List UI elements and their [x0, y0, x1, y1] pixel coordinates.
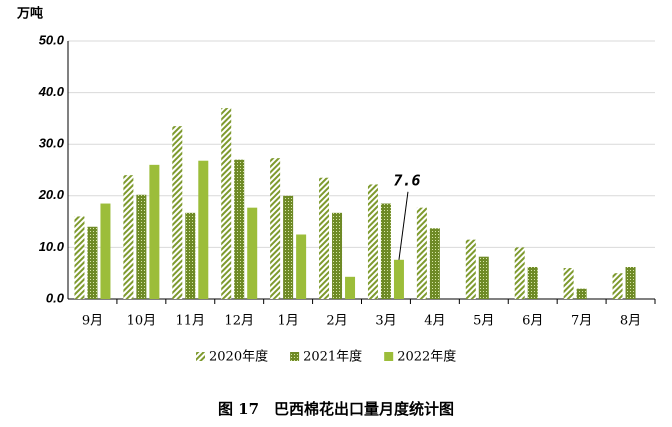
bar [465, 239, 476, 299]
x-tick-label: 11月 [176, 314, 206, 329]
x-tick-label: 1月 [277, 314, 298, 329]
x-tick-label: 12月 [224, 314, 254, 329]
x-tick-label: 6月 [522, 314, 543, 329]
annotation-line [398, 191, 409, 260]
bar [563, 268, 574, 299]
bar [283, 195, 294, 299]
bar [576, 288, 587, 299]
bar [416, 207, 427, 299]
bar [270, 158, 281, 299]
bar [367, 184, 378, 299]
bar [296, 234, 307, 299]
x-tick-label: 4月 [424, 314, 445, 329]
y-tick-label: 0.0 [46, 290, 65, 305]
bar [332, 212, 343, 299]
bar [393, 259, 404, 299]
bar [136, 194, 147, 299]
x-tick-label: 7月 [571, 314, 592, 329]
bar [625, 267, 636, 299]
bar [612, 273, 623, 299]
x-tick-label: 5月 [473, 314, 494, 329]
bar [149, 164, 160, 299]
bar [247, 207, 258, 299]
bar [514, 247, 525, 299]
y-tick-label: 10.0 [39, 239, 65, 254]
bar [234, 159, 245, 299]
bar [100, 203, 111, 299]
y-tick-label: 30.0 [39, 136, 65, 151]
bar [478, 256, 489, 299]
x-tick-label: 3月 [375, 314, 396, 329]
legend-swatch [290, 352, 300, 361]
chart-title: 图 17 巴西棉花出口量月度统计图 [218, 400, 454, 418]
x-tick-label: 2月 [326, 314, 347, 329]
legend-label: 2022年度 [397, 349, 456, 365]
bar [319, 177, 330, 299]
legend-swatch [196, 352, 205, 361]
annotation: 7.6 [393, 171, 420, 189]
bar [87, 226, 98, 299]
bar [185, 212, 196, 299]
bar [345, 276, 356, 299]
bar [123, 175, 134, 299]
bar [527, 267, 538, 299]
bar [198, 160, 209, 299]
y-tick-label: 50.0 [39, 32, 65, 47]
bar [429, 228, 440, 299]
bar [74, 216, 85, 299]
x-tick-label: 9月 [82, 314, 103, 329]
legend-label: 2021年度 [303, 349, 362, 365]
bar [172, 126, 183, 299]
x-tick-label: 8月 [620, 314, 641, 329]
bar [380, 203, 391, 299]
x-tick-label: 10月 [127, 314, 157, 329]
y-tick-label: 20.0 [38, 187, 65, 202]
y-tick-label: 40.0 [38, 84, 65, 99]
bar [221, 108, 232, 299]
legend-label: 2020年度 [209, 349, 268, 365]
y-axis-label: 万吨 [16, 6, 43, 22]
legend-swatch [384, 352, 394, 361]
